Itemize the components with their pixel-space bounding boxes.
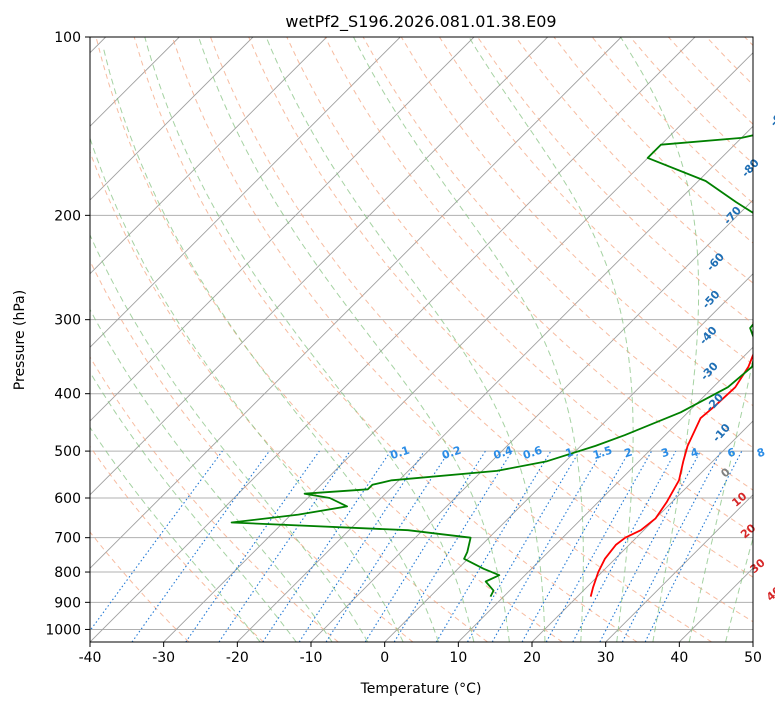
isotherm-line	[384, 273, 753, 642]
mixing-ratio-label: 6	[726, 445, 738, 460]
grid-layer	[90, 37, 753, 642]
moist-adiabat-line	[90, 426, 261, 642]
mixing-ratio-line	[545, 450, 653, 642]
moist-adiabat-line	[90, 233, 369, 642]
mixing-ratio-line	[521, 450, 630, 642]
y-axis-label: Pressure (hPa)	[12, 290, 28, 390]
mixing-ratio-label: 4	[689, 445, 701, 460]
mixing-ratio-line	[131, 450, 270, 642]
y-tick-label: 1000	[45, 622, 81, 638]
x-tick-label: 30	[597, 650, 615, 666]
isotherm-line	[90, 37, 696, 642]
mixing-ratio-label: 2	[623, 446, 634, 461]
mixing-ratio-label: 10	[774, 444, 775, 461]
mixing-ratio-line	[572, 450, 677, 642]
moist-adiabat-line	[103, 49, 439, 642]
dry-adiabat-line	[515, 37, 753, 284]
moist-adiabat-line	[90, 308, 333, 642]
moist-adiabat-label: 40	[764, 584, 775, 604]
mixing-ratio-line	[90, 450, 223, 632]
y-tick-label: 400	[54, 387, 81, 403]
dry-adiabat-label: -90	[767, 106, 775, 130]
y-tick-label: 900	[54, 595, 81, 611]
dry-adiabat-line	[90, 150, 488, 642]
mixing-ratio-label: 1	[564, 446, 575, 461]
mixing-ratio-label: 0.4	[492, 444, 515, 462]
isotherm-line	[90, 37, 622, 569]
dry-adiabat-line	[438, 37, 753, 366]
plot-frame	[89, 36, 754, 643]
moist-adiabat-line	[90, 136, 404, 642]
dry-adiabat-line	[90, 445, 264, 642]
y-tick-label: 100	[54, 30, 81, 46]
dry-adiabat-line	[400, 37, 753, 407]
isotherm-line	[163, 52, 753, 642]
mixing-ratio-label: 8	[755, 446, 766, 461]
mixing-ratio-line	[393, 450, 513, 642]
moist-adiabat-line	[353, 37, 584, 642]
mixing-ratio-line	[298, 450, 425, 642]
x-axis-label: Temperature (°C)	[360, 681, 482, 697]
isotherm-line	[605, 494, 753, 642]
dry-adiabat-line	[210, 37, 753, 623]
moist-adiabat-line	[144, 37, 475, 642]
x-tick-label: 10	[449, 650, 467, 666]
mixing-ratio-line	[325, 450, 450, 642]
x-tick-label: -40	[79, 650, 102, 666]
y-tick-label: 200	[54, 208, 81, 224]
dry-adiabat-line	[286, 37, 753, 534]
moist-adiabat-line	[198, 37, 510, 642]
dewpoint-profile-line	[230, 134, 753, 598]
mixing-ratio-line	[218, 450, 351, 642]
dry-adiabat-line	[90, 259, 414, 642]
x-tick-label: 0	[380, 650, 389, 666]
moist-adiabat-line	[265, 37, 546, 642]
dry-adiabat-line	[90, 531, 190, 642]
mixing-ratio-label: 0.2	[440, 444, 463, 462]
isotherm-line	[90, 37, 328, 275]
y-tick-label: 800	[54, 565, 81, 581]
y-tick-label: 600	[54, 491, 81, 507]
moist-adiabat-line	[725, 536, 753, 642]
mixing-ratio-line	[644, 450, 743, 642]
y-tick-label: 500	[54, 444, 81, 460]
mixing-ratio-label: 0.6	[521, 444, 544, 462]
x-tick-label: 40	[670, 650, 688, 666]
isotherm-line	[90, 37, 401, 348]
x-tick-label: 20	[523, 650, 541, 666]
dry-adiabat-line	[90, 356, 339, 642]
y-tick-label: 700	[54, 531, 81, 547]
moist-adiabat-line	[688, 358, 753, 642]
isotherm-line	[90, 37, 475, 422]
x-tick-label: -10	[300, 650, 323, 666]
dry-adiabat-line	[248, 37, 753, 578]
x-tick-label: -30	[152, 650, 175, 666]
chart-title: wetPf2_S196.2026.081.01.38.E09	[285, 12, 556, 32]
mixing-ratio-line	[185, 450, 320, 642]
series-layer	[230, 134, 753, 598]
axis-layer: -40 -30 -20 -10 0 10 20 30 40 5010020030040050060…	[45, 30, 762, 666]
isotherm-line	[531, 420, 753, 642]
mixing-ratio-label: 0.1	[389, 444, 412, 462]
temperature-profile-line	[589, 352, 753, 597]
isotherm-line	[90, 37, 549, 496]
plot-background	[90, 37, 753, 642]
dry-adiabat-line	[171, 37, 712, 642]
x-tick-label: -20	[226, 650, 249, 666]
moist-adiabat-line	[90, 371, 297, 642]
isotherm-line	[457, 346, 753, 642]
moist-adiabat-line	[620, 37, 700, 642]
isotherm-line	[90, 37, 254, 201]
y-tick-label: 300	[54, 313, 81, 329]
dry-adiabat-line	[133, 37, 638, 642]
mixing-ratio-label: 1.5	[591, 444, 614, 462]
x-tick-label: 50	[744, 650, 762, 666]
mixing-ratio-line	[262, 450, 392, 642]
mixing-ratio-label: 3	[660, 445, 671, 460]
